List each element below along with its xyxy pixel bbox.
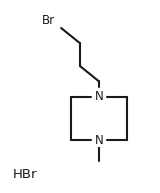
Text: Br: Br xyxy=(42,14,55,27)
Text: N: N xyxy=(95,90,103,103)
Text: HBr: HBr xyxy=(12,168,37,181)
Text: N: N xyxy=(95,134,103,147)
